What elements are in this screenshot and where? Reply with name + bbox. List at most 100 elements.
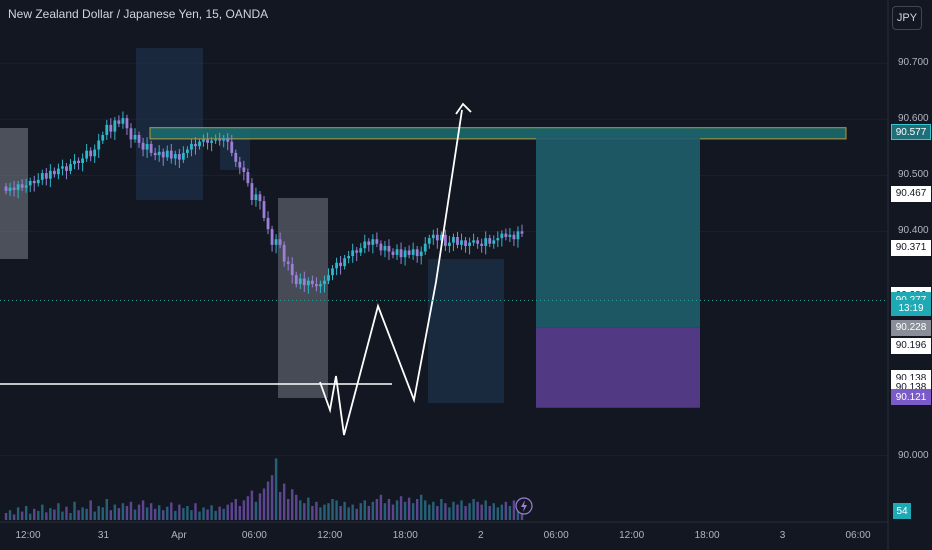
volume-bar: [383, 503, 387, 520]
candle-body: [448, 242, 451, 246]
candle-body: [194, 143, 197, 147]
volume-bar: [500, 504, 504, 520]
volume-bar: [432, 501, 435, 520]
candle-body: [133, 134, 137, 140]
price-tag-grey: 90.228: [891, 319, 931, 336]
candle-body: [125, 118, 129, 129]
price-tick-label: 90.600: [898, 113, 929, 125]
volume-bar: [24, 506, 28, 520]
candle-body: [109, 124, 113, 132]
candle-body: [226, 138, 230, 142]
time-tick-label: 2: [477, 530, 484, 541]
candle-body: [234, 152, 238, 162]
candle-body: [57, 168, 60, 175]
time-tick-label: 31: [97, 530, 110, 541]
candle-body: [258, 194, 262, 202]
volume-bar: [242, 500, 246, 520]
volume-bar: [512, 500, 516, 520]
candle-body: [274, 239, 278, 245]
candle-body: [435, 234, 439, 241]
candle-body: [157, 151, 161, 156]
price-tick-label: 90.500: [898, 169, 929, 181]
candle-body: [52, 170, 56, 175]
time-tick-label: Apr: [171, 530, 187, 541]
volume-bar: [33, 508, 36, 520]
candle-body: [242, 167, 246, 172]
volume-bar: [295, 494, 298, 520]
candle-body: [169, 150, 173, 159]
candle-body: [488, 238, 492, 244]
volume-bar: [81, 507, 84, 520]
volume-bar: [303, 503, 306, 520]
candle-body: [246, 171, 250, 184]
candle-body: [439, 234, 443, 241]
price-tag-white: 90.196: [891, 337, 931, 354]
volume-bar: [359, 503, 362, 520]
currency-button[interactable]: JPY: [892, 6, 922, 30]
volume-bar: [210, 505, 213, 520]
candle-body: [153, 152, 157, 156]
volume-bar: [133, 509, 137, 520]
candle-body: [177, 154, 181, 160]
candle-body: [97, 140, 101, 150]
candle-body: [65, 166, 68, 171]
volume-bar: [109, 510, 113, 520]
candlesticks: [4, 111, 524, 294]
candle-body: [363, 241, 367, 249]
candle-body: [407, 250, 411, 255]
candle-body: [149, 143, 153, 153]
candle-body: [282, 244, 286, 262]
time-tick-label: 12:00: [619, 530, 645, 541]
time-tick-label: 18:00: [694, 530, 720, 541]
candle-body: [395, 249, 399, 255]
candle-body: [210, 140, 214, 143]
candle-body: [214, 139, 218, 141]
volume-bar: [399, 496, 403, 520]
candle-body: [81, 158, 85, 164]
volume-bar: [65, 506, 68, 520]
volume-bar: [8, 510, 12, 520]
candle-body: [339, 262, 342, 267]
volume-bar: [49, 508, 52, 520]
candle-body: [266, 217, 270, 230]
candle-body: [20, 184, 24, 188]
candle-body: [496, 238, 500, 241]
volume-bar: [492, 503, 495, 520]
volume-bar: [460, 500, 463, 520]
volume-bar: [190, 510, 193, 520]
candle-body: [431, 234, 435, 239]
candle-body: [520, 231, 524, 234]
volume-bar: [484, 500, 487, 520]
candle-body: [113, 120, 117, 132]
volume-bar: [420, 494, 423, 520]
volume-bar: [371, 501, 375, 520]
volume-bar: [145, 507, 149, 520]
volume-bar: [218, 506, 221, 520]
candle-body: [238, 161, 242, 168]
volume-bar: [186, 506, 189, 520]
candle-body: [500, 233, 504, 239]
candle-body: [28, 180, 32, 186]
candle-body: [387, 245, 391, 252]
candle-body: [379, 243, 383, 251]
candle-body: [105, 124, 109, 135]
candle-body: [294, 275, 298, 285]
candle-body: [290, 263, 294, 276]
volume-bar: [395, 500, 399, 520]
resistance-zone: [149, 127, 847, 140]
candle-body: [286, 261, 290, 264]
volume-bar: [323, 504, 326, 520]
volume-bar: [198, 511, 201, 520]
volume-bar: [141, 500, 145, 520]
volume-bars: [4, 458, 524, 520]
volume-bar: [440, 499, 443, 520]
volume-bar: [85, 508, 88, 520]
candle-body: [190, 143, 193, 150]
candle-body: [173, 154, 177, 159]
chart-overlay: [0, 299, 888, 515]
volume-bar: [299, 500, 302, 520]
candle-body: [456, 236, 459, 245]
candle-body: [73, 160, 76, 165]
price-tick-label: 90.000: [898, 449, 929, 461]
